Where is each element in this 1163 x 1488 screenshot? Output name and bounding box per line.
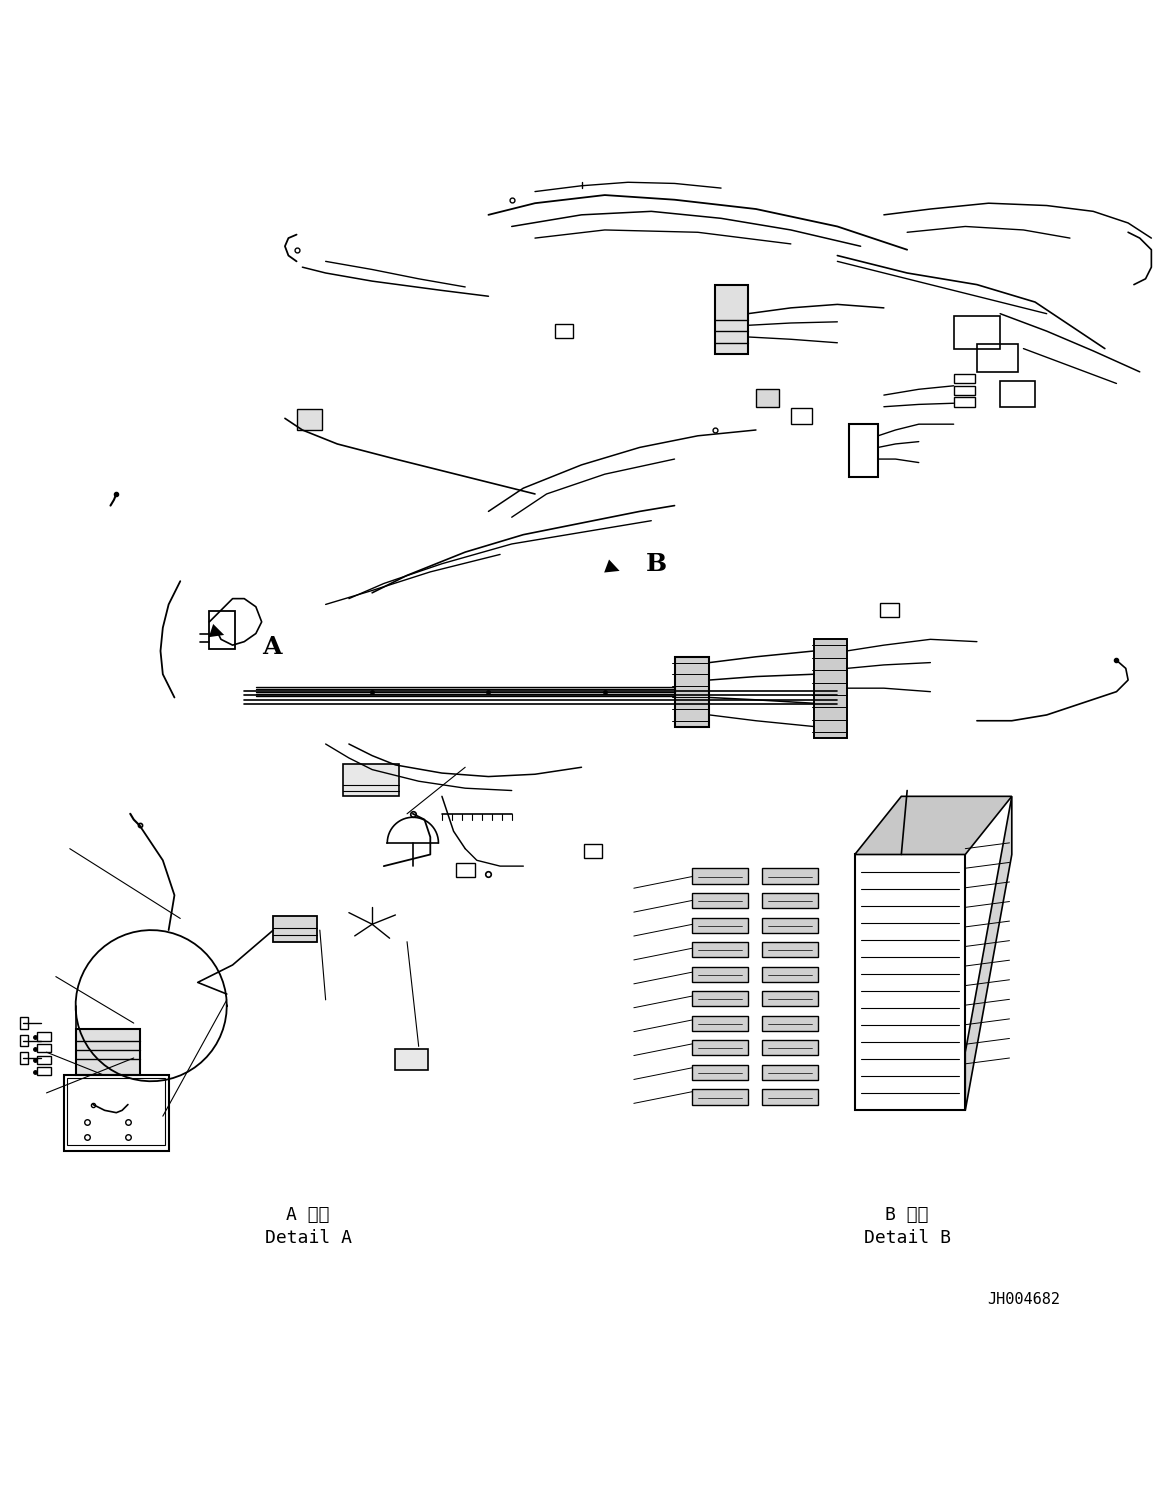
- Polygon shape: [965, 796, 1012, 1110]
- Bar: [37, 1045, 51, 1052]
- Bar: [762, 1040, 818, 1055]
- Bar: [76, 1028, 140, 1076]
- Text: B 詳細: B 詳細: [885, 1205, 929, 1225]
- Bar: [855, 854, 965, 1110]
- Bar: [692, 942, 748, 957]
- Bar: [791, 408, 812, 424]
- Polygon shape: [855, 796, 1012, 854]
- Bar: [762, 942, 818, 957]
- Bar: [1000, 381, 1035, 406]
- Bar: [692, 893, 748, 908]
- Bar: [584, 844, 602, 859]
- Text: A: A: [262, 635, 281, 659]
- Bar: [692, 1016, 748, 1031]
- Bar: [756, 390, 779, 406]
- Text: Detail A: Detail A: [265, 1229, 351, 1247]
- Bar: [762, 893, 818, 908]
- Bar: [762, 1065, 818, 1080]
- Bar: [67, 1077, 165, 1146]
- Bar: [20, 1034, 28, 1046]
- Bar: [762, 869, 818, 884]
- Text: A 詳細: A 詳細: [286, 1205, 330, 1225]
- Bar: [675, 656, 709, 726]
- Bar: [555, 324, 573, 338]
- Bar: [692, 991, 748, 1006]
- Bar: [762, 991, 818, 1006]
- Bar: [954, 315, 1000, 348]
- Bar: [762, 1016, 818, 1031]
- Bar: [880, 603, 899, 618]
- Bar: [849, 424, 878, 476]
- Bar: [20, 1052, 28, 1064]
- Bar: [954, 385, 975, 396]
- Text: Detail B: Detail B: [864, 1229, 950, 1247]
- Bar: [954, 397, 975, 406]
- Bar: [762, 918, 818, 933]
- Bar: [297, 409, 322, 430]
- Bar: [692, 869, 748, 884]
- Bar: [762, 1089, 818, 1104]
- Bar: [395, 1049, 428, 1070]
- Bar: [209, 612, 235, 649]
- Bar: [977, 344, 1018, 372]
- Bar: [715, 284, 748, 354]
- Bar: [456, 863, 475, 876]
- Bar: [37, 1033, 51, 1040]
- Bar: [954, 373, 975, 384]
- Bar: [762, 967, 818, 982]
- Bar: [37, 1055, 51, 1064]
- Bar: [692, 967, 748, 982]
- Bar: [37, 1067, 51, 1076]
- Bar: [692, 1089, 748, 1104]
- Text: JH004682: JH004682: [987, 1293, 1059, 1308]
- Bar: [343, 763, 399, 796]
- Bar: [692, 1065, 748, 1080]
- Bar: [814, 640, 847, 738]
- Bar: [692, 1040, 748, 1055]
- Bar: [20, 1018, 28, 1028]
- Bar: [64, 1076, 169, 1152]
- Bar: [273, 917, 317, 942]
- Bar: [692, 918, 748, 933]
- Text: B: B: [645, 552, 666, 576]
